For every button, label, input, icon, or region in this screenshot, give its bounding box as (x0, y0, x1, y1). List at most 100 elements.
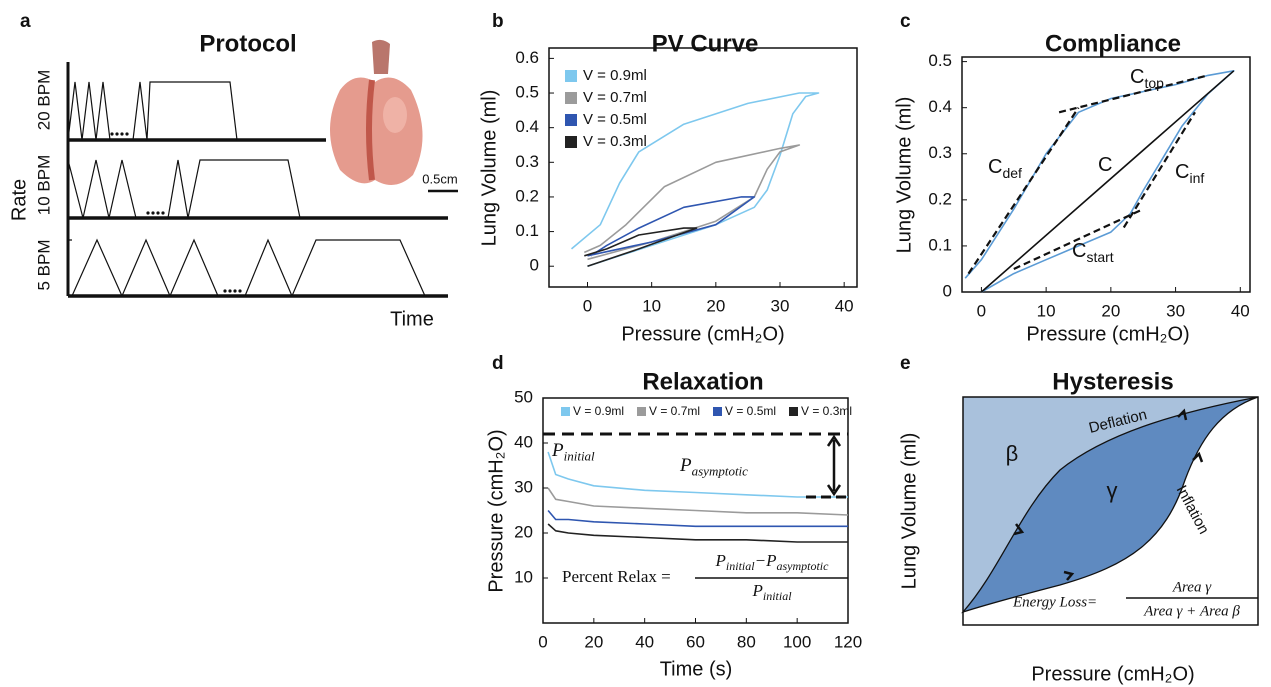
y-axis-label: Lung Volume (ml) (898, 433, 920, 590)
legend-swatch (565, 114, 577, 126)
symbol: C (1098, 154, 1112, 176)
subscript: top (1144, 75, 1164, 91)
gamma-label: γ (1107, 478, 1118, 503)
ellipsis-dots (110, 132, 242, 293)
inflation-label: Inflation (1173, 483, 1213, 537)
y-tick-label: 30 (514, 477, 533, 496)
y-tick-label: 50 (514, 387, 533, 406)
rate-label: 10 BPM (34, 155, 53, 215)
fit-line (967, 107, 1080, 275)
formula-numerator: Pinitial−Pasymptotic (715, 551, 830, 573)
x-tick-label: 40 (1231, 301, 1250, 320)
x-axis-label: Pressure (cmH₂O) (1026, 323, 1189, 345)
y-tick-label: 0.1 (928, 235, 952, 254)
symbol: P (751, 581, 762, 600)
wave-10 (67, 159, 301, 219)
annotation: Cstart (1072, 240, 1114, 264)
chart-title: PV Curve (652, 30, 759, 57)
lung-photo (330, 39, 423, 185)
legend-label: V = 0.5ml (583, 111, 647, 128)
symbol: P (679, 455, 692, 476)
rate-label: 5 BPM (34, 239, 53, 290)
legend-label: V = 0.3ml (801, 404, 852, 418)
x-tick-label: 40 (835, 296, 854, 315)
subscript: initial (564, 449, 595, 464)
annotation: Cinf (1175, 161, 1204, 185)
annotation: Ctop (1130, 66, 1164, 90)
x-tick-label: 20 (706, 296, 725, 315)
double-arrow (826, 434, 842, 497)
beta-label: β (1006, 441, 1019, 466)
x-axis-label: Pressure (cmH₂O) (1031, 663, 1194, 685)
legend-label: V = 0.9ml (583, 67, 647, 84)
rate-label: 20 BPM (34, 70, 53, 130)
protocol-waveforms (66, 62, 448, 298)
x-tick-label: 120 (834, 632, 862, 651)
annotation: C (1098, 154, 1112, 176)
x-tick-label: 20 (584, 632, 603, 651)
x-tick-label: 100 (783, 632, 811, 651)
legend-swatch (565, 92, 577, 104)
y-tick-label: 0.2 (928, 189, 952, 208)
series-line (980, 70, 1235, 293)
legend-swatch (713, 407, 722, 416)
annotation: Pasymptotic (679, 455, 748, 478)
x-axis-label: Time (s) (660, 658, 733, 680)
gamma-region (960, 396, 1259, 614)
x-tick-label: 40 (635, 632, 654, 651)
symbol: C (1072, 240, 1086, 262)
x-tick-label: 0 (538, 632, 547, 651)
y-tick-label: 0 (530, 256, 539, 275)
y-axis-label: Rate (8, 179, 30, 221)
symbol: C (1130, 66, 1144, 88)
x-tick-label: 60 (686, 632, 705, 651)
annotation: Pinitial (751, 581, 792, 603)
panel-title: Hysteresis (1052, 368, 1173, 395)
y-axis-label: Lung Volume (ml) (893, 97, 915, 254)
legend-swatch (789, 407, 798, 416)
subscript: initial (763, 589, 792, 603)
y-tick-label: 10 (514, 567, 533, 586)
subscript: def (1002, 165, 1022, 181)
panel-letter: c (900, 11, 911, 32)
baselines (68, 138, 448, 298)
direction-arrows (1013, 408, 1204, 581)
plot-frame (548, 47, 858, 288)
formula-numerator: Area γ (1172, 579, 1212, 595)
series-line (584, 227, 698, 267)
legend-swatch (637, 407, 646, 416)
y-tick-label: 0 (943, 281, 952, 300)
x-tick-label: 80 (737, 632, 756, 651)
plot-frame (961, 56, 1251, 293)
series-line (547, 487, 849, 516)
legend-label: V = 0.3ml (583, 133, 647, 150)
y-tick-label: 40 (514, 432, 533, 451)
wave-20 (67, 81, 238, 141)
subscript: initial (726, 559, 755, 573)
x-tick-label: 30 (771, 296, 790, 315)
series-line (547, 523, 848, 543)
subscript: asymptotic (692, 464, 749, 479)
legend-label: V = 0.5ml (725, 404, 776, 418)
y-tick-label: 0.2 (515, 186, 539, 205)
x-tick-label: 20 (1101, 301, 1120, 320)
y-tick-label: 0.5 (515, 83, 539, 102)
frame (962, 396, 1259, 626)
symbol: P (551, 440, 564, 461)
panel-letter: e (900, 353, 911, 374)
y-tick-label: 0.5 (928, 51, 952, 70)
symbol: C (988, 156, 1002, 178)
symbol: C (1175, 161, 1189, 183)
legend-label: V = 0.9ml (573, 404, 624, 418)
formula-lhs: Energy Loss= (1012, 594, 1097, 610)
symbol: P (715, 551, 726, 570)
x-tick-label: 0 (977, 301, 986, 320)
legend-swatch (565, 70, 577, 82)
series-line (547, 451, 848, 498)
fit-line (1122, 111, 1196, 229)
legend-swatch (565, 136, 577, 148)
panel-title: Protocol (199, 30, 296, 57)
symbol: P (765, 551, 776, 570)
minus: − (755, 551, 766, 570)
